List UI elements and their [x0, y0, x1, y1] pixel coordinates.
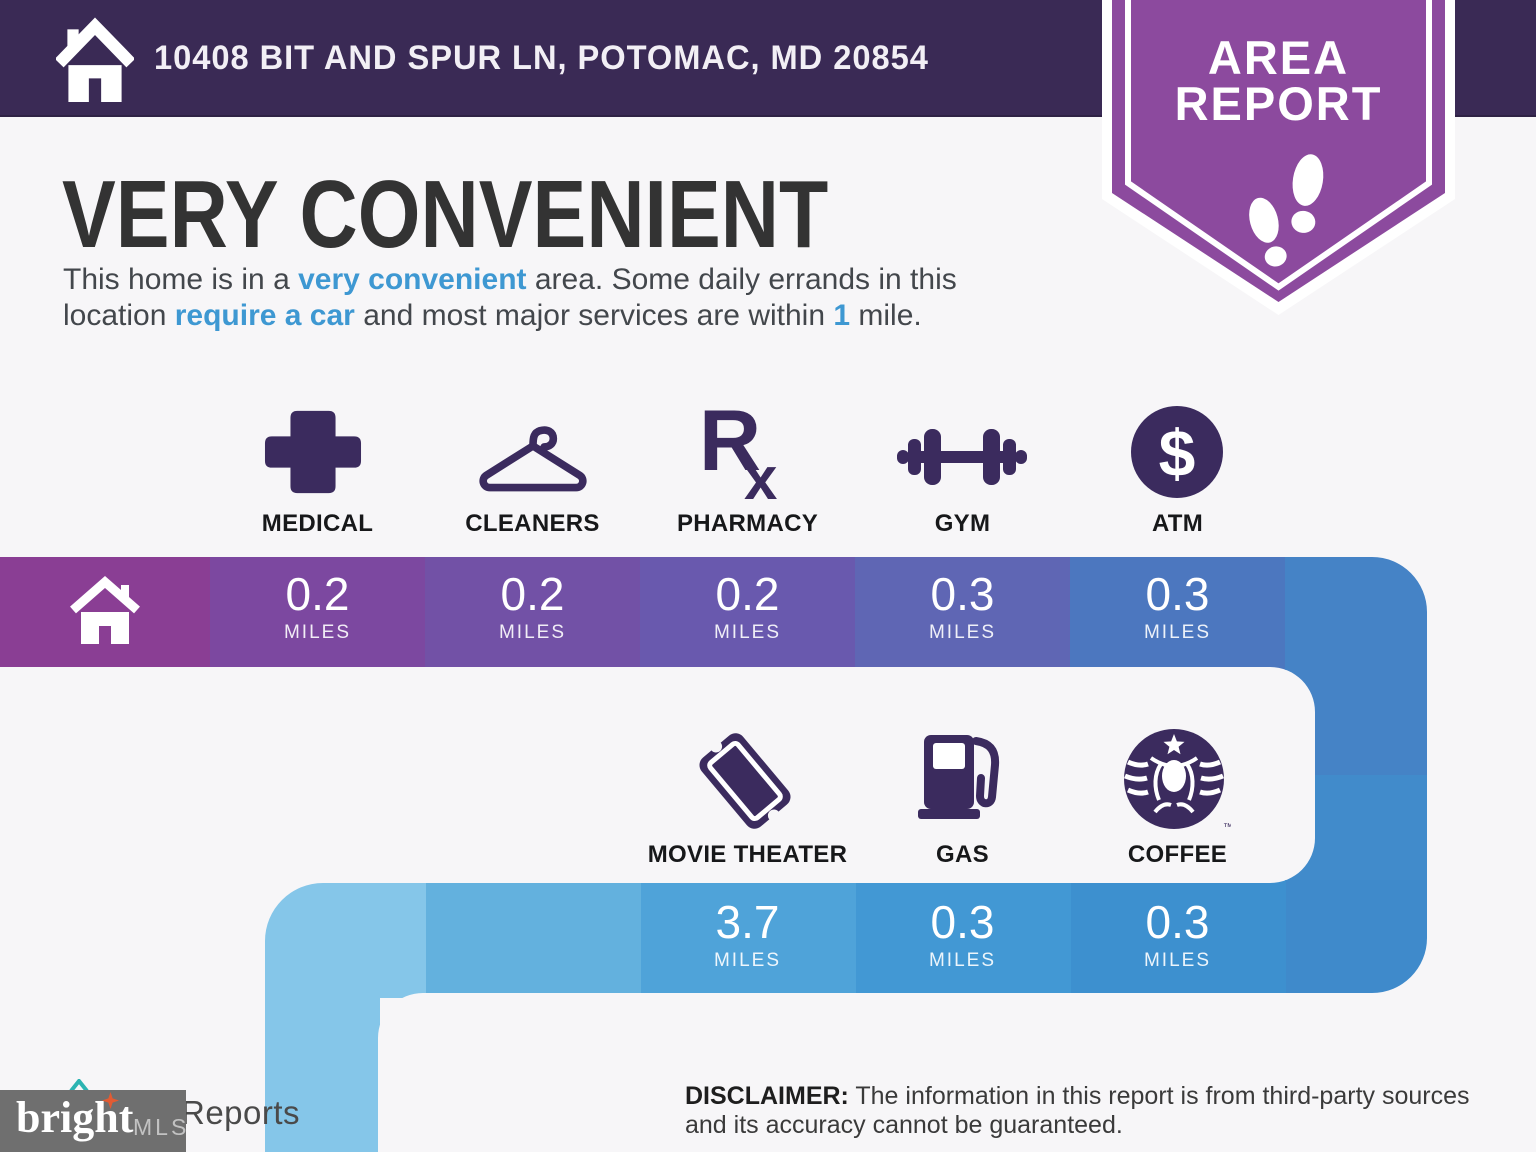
- header-address: 10408 BIT AND SPUR LN, POTOMAC, MD 20854: [154, 39, 929, 77]
- distance-unit: MILES: [928, 622, 997, 643]
- distance-value: 3.7: [715, 896, 780, 948]
- distance-value: 0.2: [285, 568, 350, 620]
- summary-highlight: require a car: [174, 299, 355, 332]
- summary-text: mile.: [850, 299, 922, 332]
- summary-highlight: 1: [833, 299, 851, 332]
- poi-label-atm: ATM: [1151, 510, 1204, 537]
- svg-text:x: x: [744, 445, 777, 502]
- distance-value: 0.2: [500, 568, 565, 620]
- hanger-icon: [479, 426, 587, 492]
- poi-label-cleaners: CLEANERS: [465, 510, 600, 537]
- summary-text: location: [63, 299, 175, 332]
- summary-text: This home is in a: [63, 263, 299, 296]
- distance-value: 0.3: [1145, 568, 1210, 620]
- starbucks-siren-icon: ™: [1124, 729, 1231, 833]
- dumbbell-icon: [897, 429, 1027, 485]
- distance-value: 0.3: [1145, 896, 1210, 948]
- brightmls-suffix-text: MLS: [133, 1114, 190, 1140]
- distance-value: 0.2: [715, 568, 780, 620]
- distance-cell-pharmacy: 0.2 MILES: [640, 570, 855, 644]
- page-title: VERY CONVENIENT: [62, 161, 829, 268]
- summary-description: This home is in a very convenient area. …: [63, 262, 1093, 334]
- distance-unit: MILES: [283, 622, 352, 643]
- poi-label-gas: GAS: [936, 841, 989, 868]
- area-report-badge: AREA REPORT: [1102, 0, 1455, 315]
- partial-logo-mark-icon: [69, 1079, 89, 1092]
- medical-cross-icon: [264, 410, 362, 494]
- svg-text:$: $: [1159, 416, 1196, 490]
- badge-line1: AREA: [1208, 31, 1349, 84]
- summary-line-2: location require a car and most major se…: [63, 298, 1093, 334]
- distance-cell-coffee: 0.3 MILES: [1070, 898, 1285, 972]
- distance-value: 0.3: [930, 568, 995, 620]
- distance-cell-atm: 0.3 MILES: [1070, 570, 1285, 644]
- distance-unit: MILES: [713, 950, 782, 971]
- distance-cell-movie-theater: 3.7 MILES: [640, 898, 855, 972]
- summary-text: area. Some daily errands in this: [526, 263, 957, 296]
- brightmls-brand-text: bright: [16, 1093, 134, 1142]
- rx-icon: R x: [699, 398, 777, 502]
- footprints-icon: [1249, 154, 1324, 267]
- summary-line-1: This home is in a very convenient area. …: [63, 262, 1093, 298]
- dollar-circle-icon: $: [1131, 406, 1223, 498]
- poi-label-medical: MEDICAL: [261, 510, 374, 537]
- svg-text:™: ™: [1223, 822, 1231, 833]
- summary-highlight: very convenient: [298, 263, 527, 296]
- distance-unit: MILES: [1143, 950, 1212, 971]
- distance-cell-gym: 0.3 MILES: [855, 570, 1070, 644]
- distance-unit: MILES: [1143, 622, 1212, 643]
- poi-label-gym: GYM: [934, 510, 991, 537]
- poi-label-movie-theater: MOVIE THEATER: [647, 841, 848, 868]
- poi-label-coffee: COFFEE: [1127, 841, 1228, 868]
- brightmls-watermark: [0, 1090, 186, 1152]
- ticket-icon: [699, 733, 791, 829]
- distance-cell-gas: 0.3 MILES: [855, 898, 1070, 972]
- poi-label-pharmacy: PHARMACY: [676, 510, 819, 537]
- gas-pump-icon: [918, 735, 1000, 819]
- distance-unit: MILES: [713, 622, 782, 643]
- distance-unit: MILES: [498, 622, 567, 643]
- partial-logo-text: Reports: [181, 1094, 301, 1131]
- disclaimer-body: The information in this report is from t…: [685, 1082, 1470, 1139]
- distance-unit: MILES: [928, 950, 997, 971]
- distance-cell-cleaners: 0.2 MILES: [425, 570, 640, 644]
- summary-text: and most major services are within: [354, 299, 834, 332]
- badge-line2: REPORT: [1175, 77, 1383, 130]
- svg-text:R: R: [699, 398, 761, 489]
- band-home-icon: [70, 576, 140, 644]
- disclaimer-text: DISCLAIMER: The information in this repo…: [685, 1082, 1495, 1140]
- disclaimer-label: DISCLAIMER:: [685, 1082, 849, 1110]
- distance-value: 0.3: [930, 896, 995, 948]
- brightmls-star-icon: [102, 1092, 119, 1109]
- distance-cell-medical: 0.2 MILES: [210, 570, 425, 644]
- header-home-icon: [56, 17, 134, 102]
